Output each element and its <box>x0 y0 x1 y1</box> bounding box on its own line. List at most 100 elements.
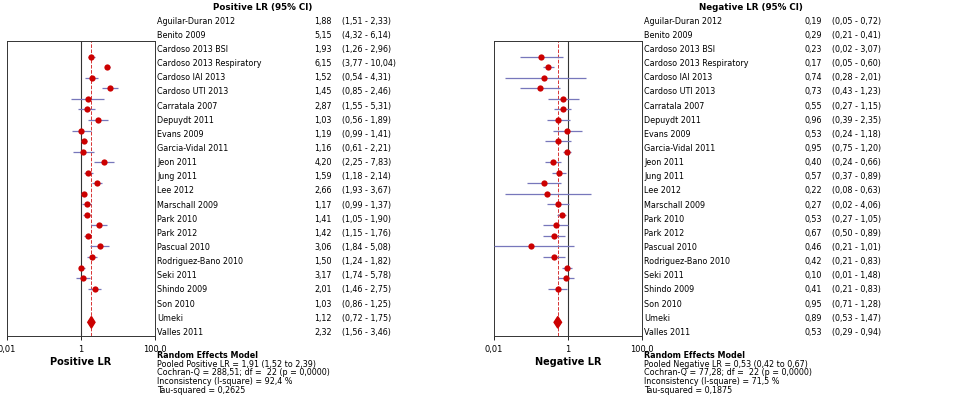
Text: 0,29: 0,29 <box>804 31 822 40</box>
Text: Umeki: Umeki <box>644 314 670 323</box>
Text: 0,42: 0,42 <box>804 257 822 266</box>
Text: 1,19: 1,19 <box>314 130 332 139</box>
Text: Shindo 2009: Shindo 2009 <box>157 286 207 295</box>
Text: (0,01 - 1,48): (0,01 - 1,48) <box>833 271 881 280</box>
Text: Marschall 2009: Marschall 2009 <box>644 200 705 209</box>
Text: 0,22: 0,22 <box>804 187 822 196</box>
Text: (0,21 - 0,83): (0,21 - 0,83) <box>833 286 881 295</box>
Text: (1,46 - 2,75): (1,46 - 2,75) <box>342 286 390 295</box>
Text: Tau-squared = 0,2625: Tau-squared = 0,2625 <box>157 386 245 395</box>
Text: Umeki: Umeki <box>157 314 183 323</box>
Text: (0,53 - 1,47): (0,53 - 1,47) <box>833 314 881 323</box>
Text: Son 2010: Son 2010 <box>157 299 195 308</box>
Text: 1,17: 1,17 <box>314 200 332 209</box>
Text: (0,08 - 0,63): (0,08 - 0,63) <box>833 187 881 196</box>
Text: Park 2012: Park 2012 <box>644 229 684 238</box>
Text: Evans 2009: Evans 2009 <box>644 130 691 139</box>
Text: Cardoso UTI 2013: Cardoso UTI 2013 <box>644 88 715 97</box>
Text: (0,27 - 1,05): (0,27 - 1,05) <box>833 215 881 224</box>
Text: (0,85 - 2,46): (0,85 - 2,46) <box>342 88 390 97</box>
Text: (1,15 - 1,76): (1,15 - 1,76) <box>342 229 390 238</box>
Text: (0,61 - 2,21): (0,61 - 2,21) <box>342 144 390 153</box>
Text: 0,96: 0,96 <box>804 116 822 125</box>
Text: Pooled Negative LR = 0,53 (0,42 to 0,67): Pooled Negative LR = 0,53 (0,42 to 0,67) <box>644 360 808 369</box>
Text: (0,72 - 1,75): (0,72 - 1,75) <box>342 314 391 323</box>
Text: Garcia-Vidal 2011: Garcia-Vidal 2011 <box>644 144 715 153</box>
Text: 0,17: 0,17 <box>804 59 822 68</box>
Text: Random Effects Model: Random Effects Model <box>157 351 258 360</box>
Text: 1,12: 1,12 <box>314 314 332 323</box>
Text: Depuydt 2011: Depuydt 2011 <box>157 116 214 125</box>
Text: (0,02 - 4,06): (0,02 - 4,06) <box>833 200 881 209</box>
Text: 1,50: 1,50 <box>314 257 332 266</box>
Text: Garcia-Vidal 2011: Garcia-Vidal 2011 <box>157 144 228 153</box>
Text: 1,45: 1,45 <box>314 88 332 97</box>
Text: 2,32: 2,32 <box>314 328 332 337</box>
Text: Cochran-Q = 288,51; df =  22 (p = 0,0000): Cochran-Q = 288,51; df = 22 (p = 0,0000) <box>157 368 330 377</box>
Text: Cardoso UTI 2013: Cardoso UTI 2013 <box>157 88 228 97</box>
X-axis label: Negative LR: Negative LR <box>535 357 601 367</box>
Text: (1,05 - 1,90): (1,05 - 1,90) <box>342 215 390 224</box>
Text: Negative LR (95% CI): Negative LR (95% CI) <box>699 2 802 11</box>
Text: Cochran-Q = 77,28; df =  22 (p = 0,0000): Cochran-Q = 77,28; df = 22 (p = 0,0000) <box>644 368 812 377</box>
Text: (0,43 - 1,23): (0,43 - 1,23) <box>833 88 881 97</box>
Text: 0,89: 0,89 <box>804 314 822 323</box>
Text: (0,37 - 0,89): (0,37 - 0,89) <box>833 172 881 181</box>
Text: Carratala 2007: Carratala 2007 <box>157 101 218 110</box>
Text: (4,32 - 6,14): (4,32 - 6,14) <box>342 31 390 40</box>
Text: 3,06: 3,06 <box>314 243 332 252</box>
Text: 1,52: 1,52 <box>314 73 332 82</box>
Text: Depuydt 2011: Depuydt 2011 <box>644 116 701 125</box>
Text: 0,57: 0,57 <box>804 172 822 181</box>
Text: Jung 2011: Jung 2011 <box>644 172 684 181</box>
Polygon shape <box>554 316 561 328</box>
Text: (0,24 - 1,18): (0,24 - 1,18) <box>833 130 881 139</box>
Polygon shape <box>88 316 95 328</box>
Text: (0,71 - 1,28): (0,71 - 1,28) <box>833 299 881 308</box>
Text: Son 2010: Son 2010 <box>644 299 682 308</box>
Text: Pooled Positive LR = 1,91 (1,52 to 2,39): Pooled Positive LR = 1,91 (1,52 to 2,39) <box>157 360 316 369</box>
Text: (0,21 - 1,01): (0,21 - 1,01) <box>833 243 881 252</box>
Text: (0,54 - 4,31): (0,54 - 4,31) <box>342 73 390 82</box>
Text: Inconsistency (I-square) = 71,5 %: Inconsistency (I-square) = 71,5 % <box>644 377 780 386</box>
Text: Shindo 2009: Shindo 2009 <box>644 286 694 295</box>
Text: Cardoso 2013 BSI: Cardoso 2013 BSI <box>644 45 715 54</box>
Text: Pascual 2010: Pascual 2010 <box>157 243 210 252</box>
Text: 1,03: 1,03 <box>314 116 332 125</box>
Text: 0,95: 0,95 <box>804 299 822 308</box>
Text: Aguilar-Duran 2012: Aguilar-Duran 2012 <box>644 17 722 26</box>
Text: (0,05 - 0,72): (0,05 - 0,72) <box>833 17 881 26</box>
Text: Tau-squared = 0,1875: Tau-squared = 0,1875 <box>644 386 732 395</box>
Text: 0,74: 0,74 <box>804 73 822 82</box>
Text: (3,77 - 10,04): (3,77 - 10,04) <box>342 59 395 68</box>
Text: (0,56 - 1,89): (0,56 - 1,89) <box>342 116 390 125</box>
Text: (0,05 - 0,60): (0,05 - 0,60) <box>833 59 881 68</box>
Text: 0,40: 0,40 <box>805 158 822 167</box>
Text: 0,95: 0,95 <box>804 144 822 153</box>
Text: Rodriguez-Bano 2010: Rodriguez-Bano 2010 <box>644 257 730 266</box>
Text: (0,28 - 2,01): (0,28 - 2,01) <box>833 73 881 82</box>
Text: (0,24 - 0,66): (0,24 - 0,66) <box>833 158 881 167</box>
Text: 1,03: 1,03 <box>314 299 332 308</box>
Text: Cardoso IAI 2013: Cardoso IAI 2013 <box>157 73 225 82</box>
Text: Park 2012: Park 2012 <box>157 229 197 238</box>
Text: 0,10: 0,10 <box>805 271 822 280</box>
Text: (1,26 - 2,96): (1,26 - 2,96) <box>342 45 390 54</box>
Text: (1,93 - 3,67): (1,93 - 3,67) <box>342 187 390 196</box>
Text: Seki 2011: Seki 2011 <box>157 271 197 280</box>
Text: Marschall 2009: Marschall 2009 <box>157 200 218 209</box>
Text: 0,53: 0,53 <box>804 215 822 224</box>
Text: (1,84 - 5,08): (1,84 - 5,08) <box>342 243 390 252</box>
Text: 1,41: 1,41 <box>314 215 332 224</box>
Text: (0,21 - 0,83): (0,21 - 0,83) <box>833 257 881 266</box>
Text: (1,56 - 3,46): (1,56 - 3,46) <box>342 328 390 337</box>
Text: (0,99 - 1,37): (0,99 - 1,37) <box>342 200 390 209</box>
Text: Benito 2009: Benito 2009 <box>157 31 206 40</box>
Text: Valles 2011: Valles 2011 <box>644 328 690 337</box>
Text: Aguilar-Duran 2012: Aguilar-Duran 2012 <box>157 17 235 26</box>
Text: Positive LR (95% CI): Positive LR (95% CI) <box>213 2 312 11</box>
Text: (0,02 - 3,07): (0,02 - 3,07) <box>833 45 881 54</box>
Text: 2,01: 2,01 <box>314 286 332 295</box>
Text: 0,53: 0,53 <box>804 130 822 139</box>
Text: Random Effects Model: Random Effects Model <box>644 351 745 360</box>
